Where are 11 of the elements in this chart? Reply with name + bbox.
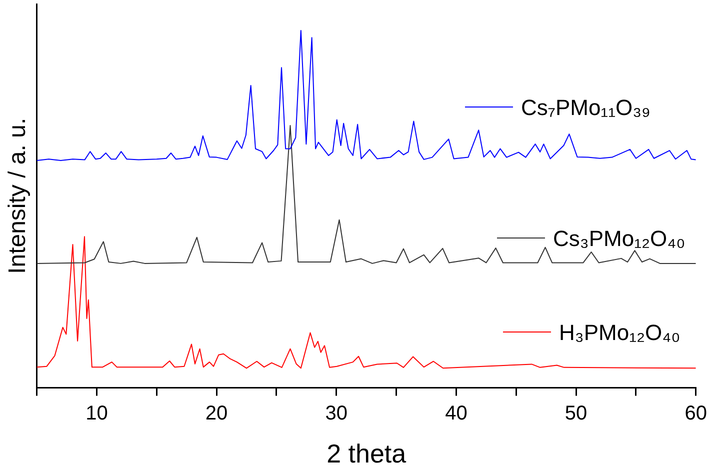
x-tick-label: 60 <box>684 402 707 424</box>
y-axis-title: Intensity / a. u. <box>4 118 32 274</box>
x-axis-title: 2 theta <box>326 438 407 469</box>
x-tick-label: 10 <box>86 402 108 424</box>
legend-label: Cs₃PMo₁₂O₄₀ <box>553 226 686 252</box>
x-tick-label: 30 <box>325 402 348 424</box>
x-tick-label: 50 <box>564 402 588 424</box>
x-tick-label: 20 <box>205 402 228 424</box>
legend-label: H₃PMo₁₂O₄₀ <box>559 320 680 346</box>
x-tick-label: 40 <box>445 402 468 424</box>
legend-label: Cs₇PMo₁₁O₃₉ <box>521 95 650 120</box>
